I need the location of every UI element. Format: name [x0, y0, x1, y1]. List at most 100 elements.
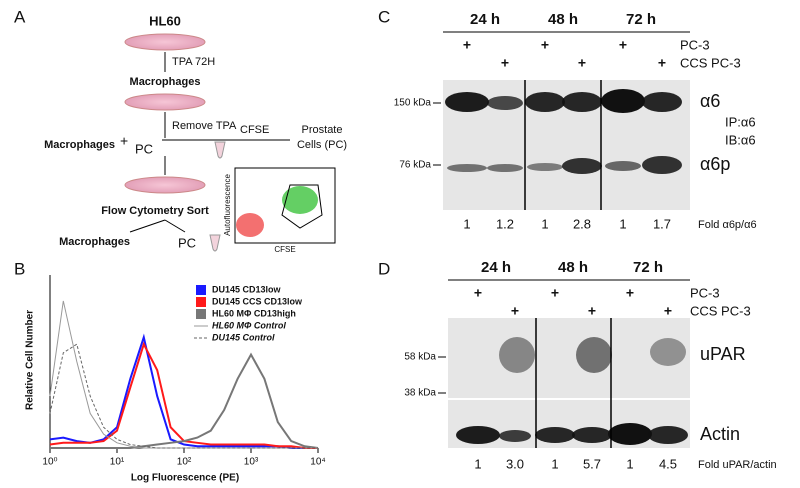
- band: [487, 164, 523, 172]
- source: Prostate: [302, 124, 343, 136]
- band: [499, 337, 535, 373]
- condition-mark: +: [551, 285, 559, 301]
- condition-mark: +: [619, 37, 627, 53]
- arrow: [164, 219, 186, 233]
- band: [525, 92, 565, 112]
- step: TPA 72H: [172, 56, 215, 68]
- fold-value: 1.2: [496, 216, 514, 231]
- fold-value: 5.7: [583, 456, 601, 471]
- band: [642, 92, 682, 112]
- band: [572, 427, 612, 443]
- condition-mark: +: [588, 303, 596, 319]
- fold-value: 1: [619, 216, 626, 231]
- legend-label: HL60 MΦ CD13high: [212, 308, 296, 318]
- stage: Macrophages: [59, 236, 130, 248]
- x-tick-label: 10⁰: [42, 457, 57, 468]
- x-tick-label: 10³: [244, 457, 259, 468]
- inset-axis: Autofluorescence: [223, 174, 232, 236]
- band: [527, 163, 563, 171]
- mw-marker: 58 kDa: [404, 352, 436, 363]
- band: [601, 89, 645, 113]
- tube: [209, 234, 221, 252]
- inset-cloud: [236, 213, 264, 237]
- series-line: [50, 352, 319, 449]
- mw-marker: 150 kDa: [394, 98, 432, 109]
- stain: CFSE: [240, 124, 269, 136]
- condition-label: CCS PC-3: [690, 303, 751, 318]
- condition-label: PC-3: [680, 37, 710, 52]
- dish: [124, 93, 206, 111]
- dish: [124, 176, 206, 194]
- series-line: [49, 343, 318, 449]
- fold-label: Fold α6p/α6: [698, 219, 757, 231]
- condition-mark: +: [578, 55, 586, 71]
- legend-swatch: [196, 297, 206, 307]
- band: [562, 92, 602, 112]
- stage: Macrophages: [44, 139, 115, 151]
- stage: PC: [135, 141, 153, 156]
- inset-cloud: [282, 186, 318, 214]
- diagram-shapes: [124, 33, 336, 252]
- x-tick-label: 10¹: [110, 457, 125, 468]
- band: [642, 156, 682, 174]
- condition-mark: +: [541, 37, 549, 53]
- y-axis-label: Relative Cell Number: [25, 310, 36, 410]
- timepoint: 24 h: [481, 259, 511, 276]
- condition-mark: +: [664, 303, 672, 319]
- fold-value: 3.0: [506, 456, 524, 471]
- band-label: α6: [700, 91, 720, 111]
- ip-ib: IB:α6: [725, 132, 756, 147]
- tube: [214, 141, 226, 159]
- band: [456, 426, 500, 444]
- mw-marker: 76 kDa: [399, 160, 431, 171]
- band: [576, 337, 612, 373]
- panel-label: B: [14, 259, 25, 278]
- timepoint: 72 h: [626, 11, 656, 28]
- condition-mark: +: [463, 37, 471, 53]
- step: Remove TPA: [172, 120, 237, 132]
- band-label: uPAR: [700, 344, 746, 364]
- gate: [281, 184, 323, 229]
- timepoint: 48 h: [558, 259, 588, 276]
- band: [445, 92, 489, 112]
- source: Cells (PC): [297, 139, 347, 151]
- band: [648, 426, 688, 444]
- timepoint: 24 h: [470, 11, 500, 28]
- plus: +: [120, 133, 128, 149]
- timepoint: 48 h: [548, 11, 578, 28]
- band: [605, 161, 641, 171]
- band-label: Actin: [700, 424, 740, 444]
- fold-value: 1: [474, 456, 481, 471]
- fold-value: 1.7: [653, 216, 671, 231]
- stage: HL60: [149, 13, 181, 28]
- mw-marker: 38 kDa: [404, 388, 436, 399]
- inset-axis: CFSE: [274, 245, 295, 254]
- fold-value: 4.5: [659, 456, 677, 471]
- condition-mark: +: [511, 303, 519, 319]
- condition-mark: +: [474, 285, 482, 301]
- condition-mark: +: [658, 55, 666, 71]
- legend-label: DU145 CCS CD13low: [212, 296, 303, 306]
- band: [535, 427, 575, 443]
- band: [650, 338, 686, 366]
- condition-label: CCS PC-3: [680, 55, 741, 70]
- fold-value: 2.8: [573, 216, 591, 231]
- condition-mark: +: [501, 55, 509, 71]
- stage: PC: [178, 235, 196, 250]
- legend-label: DU145 Control: [212, 332, 275, 342]
- panel-label: D: [378, 259, 390, 278]
- band-label: α6p: [700, 154, 730, 174]
- fold-value: 1: [551, 456, 558, 471]
- panel-label: A: [14, 7, 26, 26]
- band: [499, 430, 531, 442]
- dish: [124, 33, 206, 51]
- legend-swatch: [196, 309, 206, 319]
- series-line: [49, 333, 318, 449]
- fold-value: 1: [626, 456, 633, 471]
- band: [562, 158, 602, 174]
- arrow: [129, 219, 166, 233]
- condition-mark: +: [626, 285, 634, 301]
- blot: [448, 318, 690, 398]
- stage: Flow Cytometry Sort: [101, 205, 209, 217]
